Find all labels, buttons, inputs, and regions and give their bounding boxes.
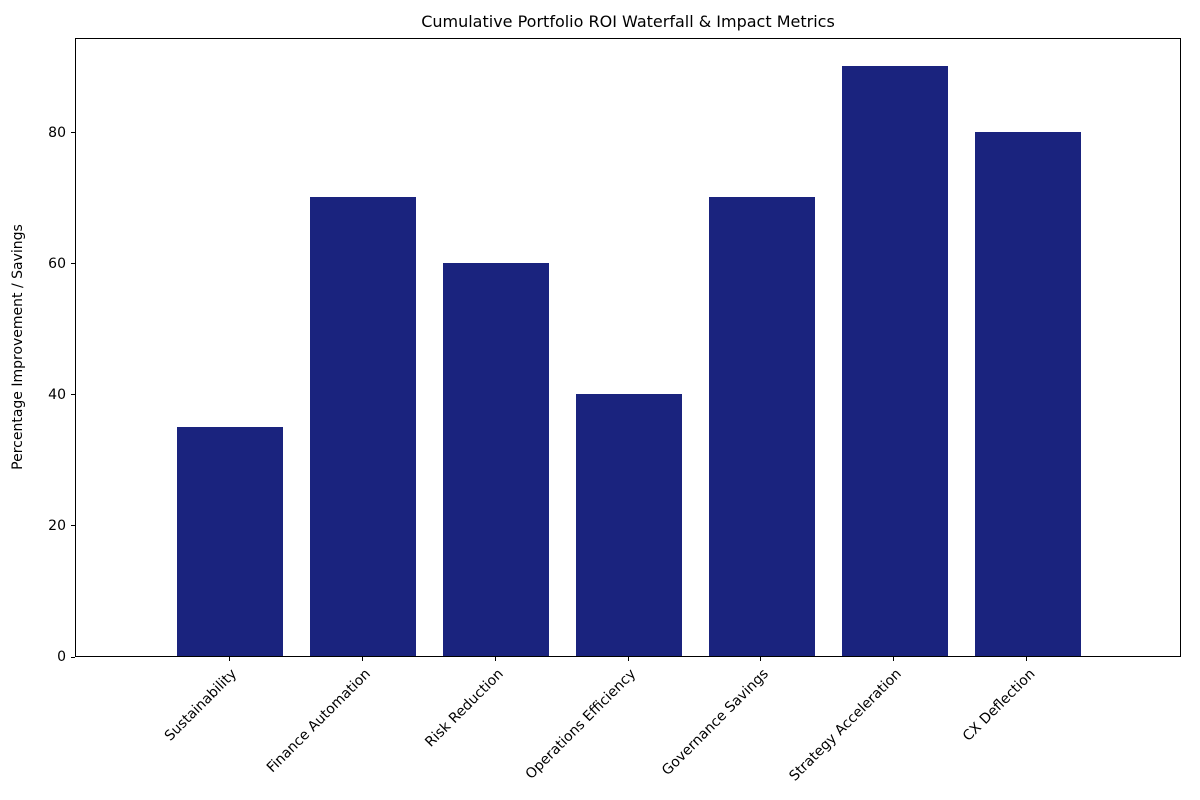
- bar-risk-reduction: [442, 262, 550, 656]
- bar-sustainability: [177, 426, 284, 656]
- x-tick-mark: [361, 657, 363, 661]
- y-tick-mark: [71, 132, 75, 134]
- y-tick-label-40: 40: [48, 386, 66, 403]
- x-tick-label-sustainability: Sustainability: [162, 666, 241, 745]
- y-tick-label-0: 0: [57, 649, 66, 665]
- x-tick-label-governance-savings: Governance Savings: [659, 666, 773, 779]
- bar-cx-deflection: [974, 131, 1081, 656]
- bar-finance-automation: [309, 197, 417, 656]
- x-tick-label-strategy-acceleration: Strategy Acceleration: [786, 666, 906, 785]
- bar-strategy-acceleration: [841, 66, 949, 656]
- y-tick-mark: [71, 656, 75, 658]
- x-tick-mark: [1026, 657, 1028, 661]
- x-tick-mark: [494, 657, 496, 661]
- x-tick-mark: [760, 657, 762, 661]
- y-tick-mark: [71, 525, 75, 527]
- x-tick-label-cx-deflection: CX Deflection: [959, 666, 1039, 745]
- y-tick-mark: [71, 263, 75, 265]
- x-tick-mark: [627, 657, 629, 661]
- x-tick-label-risk-reduction: Risk Reduction: [421, 666, 507, 751]
- y-tick-mark: [71, 394, 75, 396]
- plot-area: [75, 38, 1181, 657]
- x-tick-label-operations-efficiency: Operations Efficiency: [522, 666, 640, 783]
- bar-governance-savings: [708, 197, 816, 656]
- y-tick-label-80: 80: [48, 124, 66, 141]
- x-tick-mark: [893, 657, 895, 661]
- y-tick-label-60: 60: [48, 255, 66, 272]
- bar-operations-efficiency: [575, 394, 683, 656]
- y-tick-label-20: 20: [48, 517, 66, 534]
- x-tick-mark: [228, 657, 230, 661]
- chart-title: Cumulative Portfolio ROI Waterfall & Imp…: [421, 12, 835, 31]
- x-tick-label-finance-automation: Finance Automation: [263, 666, 374, 776]
